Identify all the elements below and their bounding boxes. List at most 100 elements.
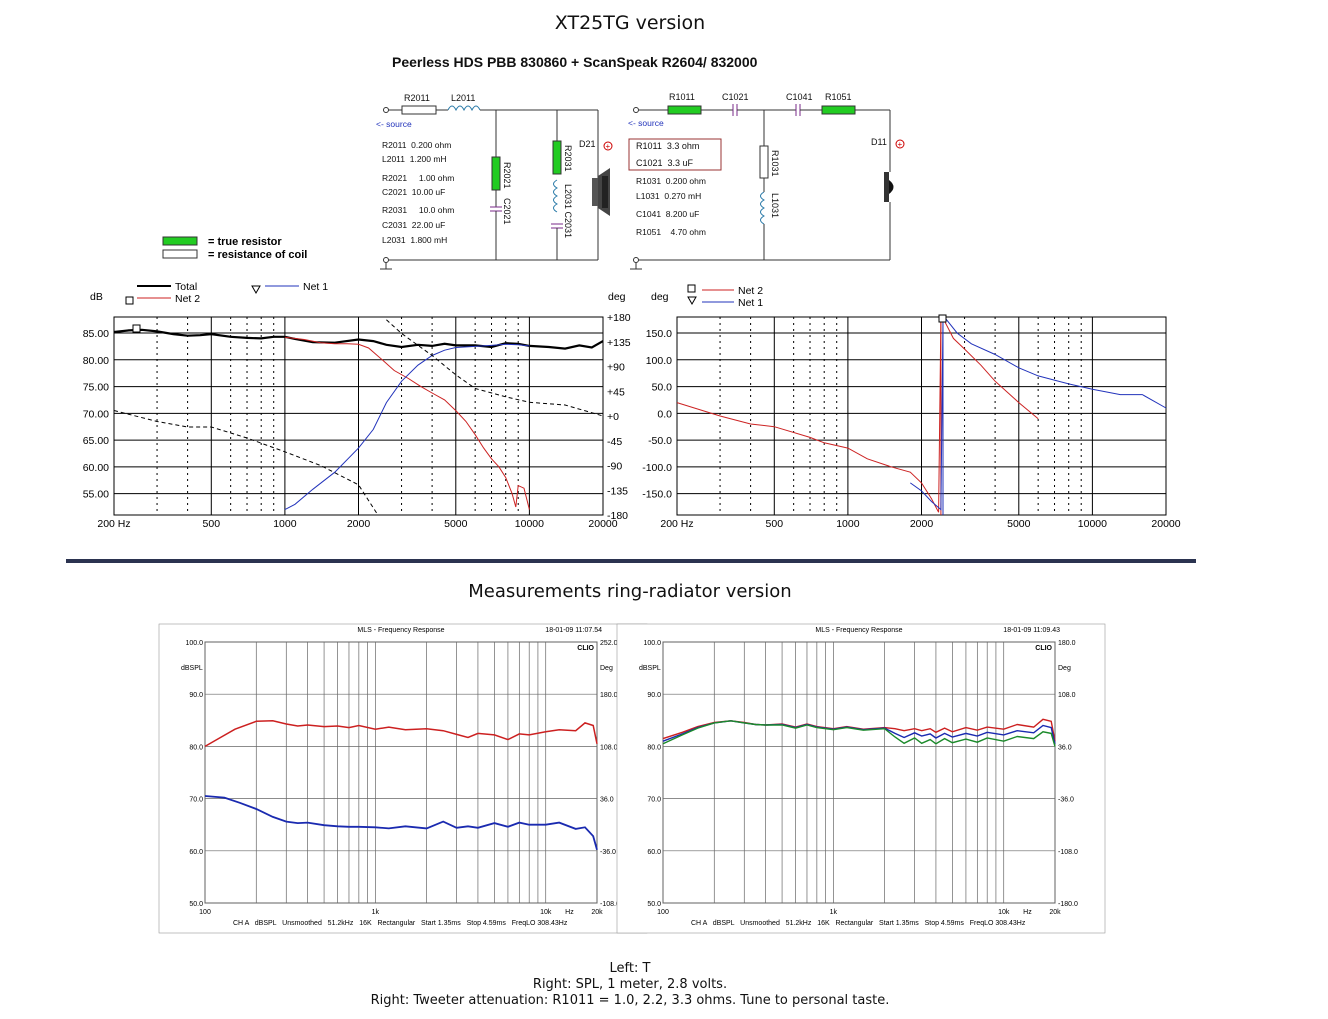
plus-icon	[603, 141, 613, 151]
series-line-net-2	[940, 318, 1039, 515]
y-right-tick-label: -108.0	[600, 901, 620, 908]
x-tick-label: 20000	[588, 518, 617, 530]
tweeter-ground-terminal-icon	[633, 257, 639, 263]
y-tick-label: 50.0	[647, 901, 661, 908]
y-right-tick-label: +0	[607, 411, 619, 423]
y-right-tick-label: 180.0	[1058, 640, 1076, 647]
woofer-value-0: R2011 0.200 ohm	[382, 140, 451, 150]
left-axis-unit: dB	[90, 291, 103, 303]
x-tick-label: 2000	[910, 518, 934, 530]
woofer-source-label: <- source	[376, 119, 412, 129]
right-axis-unit: Deg	[600, 665, 613, 672]
series-line-total-phase	[386, 319, 604, 417]
series-line-blue	[204, 795, 598, 851]
clio-logo: CLIO	[1035, 645, 1052, 652]
x-tick-label: 5000	[1007, 518, 1031, 530]
tweeter-component-values: R1031 0.200 ohm L1031 0.270 mH C1041 8.200…	[636, 176, 706, 237]
x-tick-label: 2000	[347, 518, 371, 530]
y-tick-label: 0.0	[657, 408, 672, 420]
l1031-coil-icon	[760, 191, 766, 225]
y-right-tick-label: +90	[607, 362, 625, 374]
woofer-network: + R2011 L2011 <- source R2021 C2021 R203…	[376, 93, 613, 270]
r2021-label: R2021	[502, 162, 512, 189]
series-line-red	[662, 718, 1056, 742]
x-tick-label: 200 Hz	[660, 518, 693, 530]
attenuation-highlight-box	[628, 138, 722, 171]
x-tick-label: 10000	[1078, 518, 1107, 530]
legend-label-net-2: Net 2	[175, 293, 200, 305]
y-tick-label: 70.0	[647, 797, 661, 804]
l1031-label: L1031	[770, 193, 780, 218]
r2021-resistor-icon	[491, 156, 501, 191]
triangle-marker-icon	[251, 285, 261, 295]
chart-timestamp: 18-01-09 11:07.54	[545, 627, 602, 634]
l2011-label: L2011	[451, 93, 475, 103]
l2031-c2031-label: L2031 C2031	[563, 184, 573, 238]
left-axis-unit: dBSPL	[181, 665, 203, 672]
y-tick-label: -100.0	[642, 462, 672, 474]
c1041-label: C1041	[786, 92, 813, 102]
x-tick-label: 1k	[372, 909, 380, 916]
series-line-blue	[662, 720, 1056, 744]
square-marker-icon	[132, 324, 141, 333]
schematic-subtitle: Peerless HDS PBB 830860 + ScanSpeak R260…	[392, 54, 758, 70]
x-tick-label: 500	[203, 518, 221, 530]
legend-label-total: Total	[175, 281, 197, 293]
caption-line-2: Right: SPL, 1 meter, 2.8 volts.	[532, 977, 728, 992]
square-marker-icon	[687, 284, 696, 293]
tweeter-network: + R1011 C1021 C1041 R1051 <- source R103…	[628, 92, 905, 270]
series-line-green	[662, 720, 1056, 747]
r2011-resistor-icon	[401, 105, 437, 115]
y-tick-label: 100.0	[185, 640, 203, 647]
x-tick-label: 5000	[444, 518, 468, 530]
r1051-resistor-icon	[821, 105, 856, 115]
tweeter-value-3: R1051 4.70 ohm	[636, 227, 706, 237]
r1011-value: R1011 3.3 ohm	[636, 141, 699, 151]
r2031-label: R2031	[563, 145, 573, 172]
svg-text:+: +	[606, 142, 611, 151]
c1021-label: C1021	[722, 92, 749, 102]
y-right-tick-label: 252.0	[600, 640, 618, 647]
woofer-value-5: C2031 22.00 uF	[382, 220, 445, 230]
y-right-tick-label: -45	[607, 436, 622, 448]
y-right-tick-label: 180.0	[600, 692, 618, 699]
legend-label-net-1: Net 1	[303, 281, 328, 293]
x-tick-label: 10k	[998, 909, 1010, 916]
series-line-net-1	[910, 316, 944, 511]
y-tick-label: 60.00	[83, 462, 109, 474]
measurements-title: Measurements ring-radiator version	[468, 581, 792, 602]
x-tick-label: 20000	[1151, 518, 1180, 530]
woofer-value-4: R2031 10.0 ohm	[382, 205, 454, 215]
y-right-tick-label: -135	[607, 485, 628, 497]
x-tick-label: 10000	[515, 518, 544, 530]
chart-footer: CH A dBSPL Unsmoothed 51.2kHz 16K Rectan…	[233, 920, 568, 927]
l2031-coil-icon	[553, 179, 559, 213]
woofer-value-2: R2021 1.00 ohm	[382, 173, 454, 183]
woofer-component-values: R2011 0.200 ohm L2011 1.200 mH R2021 1.00 …	[382, 140, 454, 245]
y-tick-label: 60.0	[189, 849, 203, 856]
x-tick-label: 1k	[830, 909, 838, 916]
x-unit-label: Hz	[565, 909, 574, 916]
square-marker-icon	[938, 314, 947, 323]
y-right-tick-label: -108.0	[1058, 849, 1078, 856]
y-tick-label: 80.0	[189, 744, 203, 751]
x-tick-label: 10k	[540, 909, 552, 916]
y-right-tick-label: +135	[607, 337, 631, 349]
tweeter-value-0: R1031 0.200 ohm	[636, 176, 706, 186]
x-unit-label: Hz	[1023, 909, 1032, 916]
y-tick-label: 70.0	[189, 797, 203, 804]
plot-area	[662, 641, 1056, 904]
coil-resistance-legend: = resistance of coil	[208, 249, 307, 261]
r1051-label: R1051	[825, 92, 852, 102]
y-tick-label: 60.0	[647, 849, 661, 856]
l2011-coil-icon	[447, 105, 481, 112]
y-tick-label: 55.00	[83, 489, 109, 501]
section-divider	[66, 559, 1196, 563]
r1011-resistor-icon	[667, 105, 702, 115]
y-tick-label: 70.00	[83, 408, 109, 420]
y-right-tick-label: +45	[607, 386, 625, 398]
true-resistor-swatch	[162, 236, 198, 246]
